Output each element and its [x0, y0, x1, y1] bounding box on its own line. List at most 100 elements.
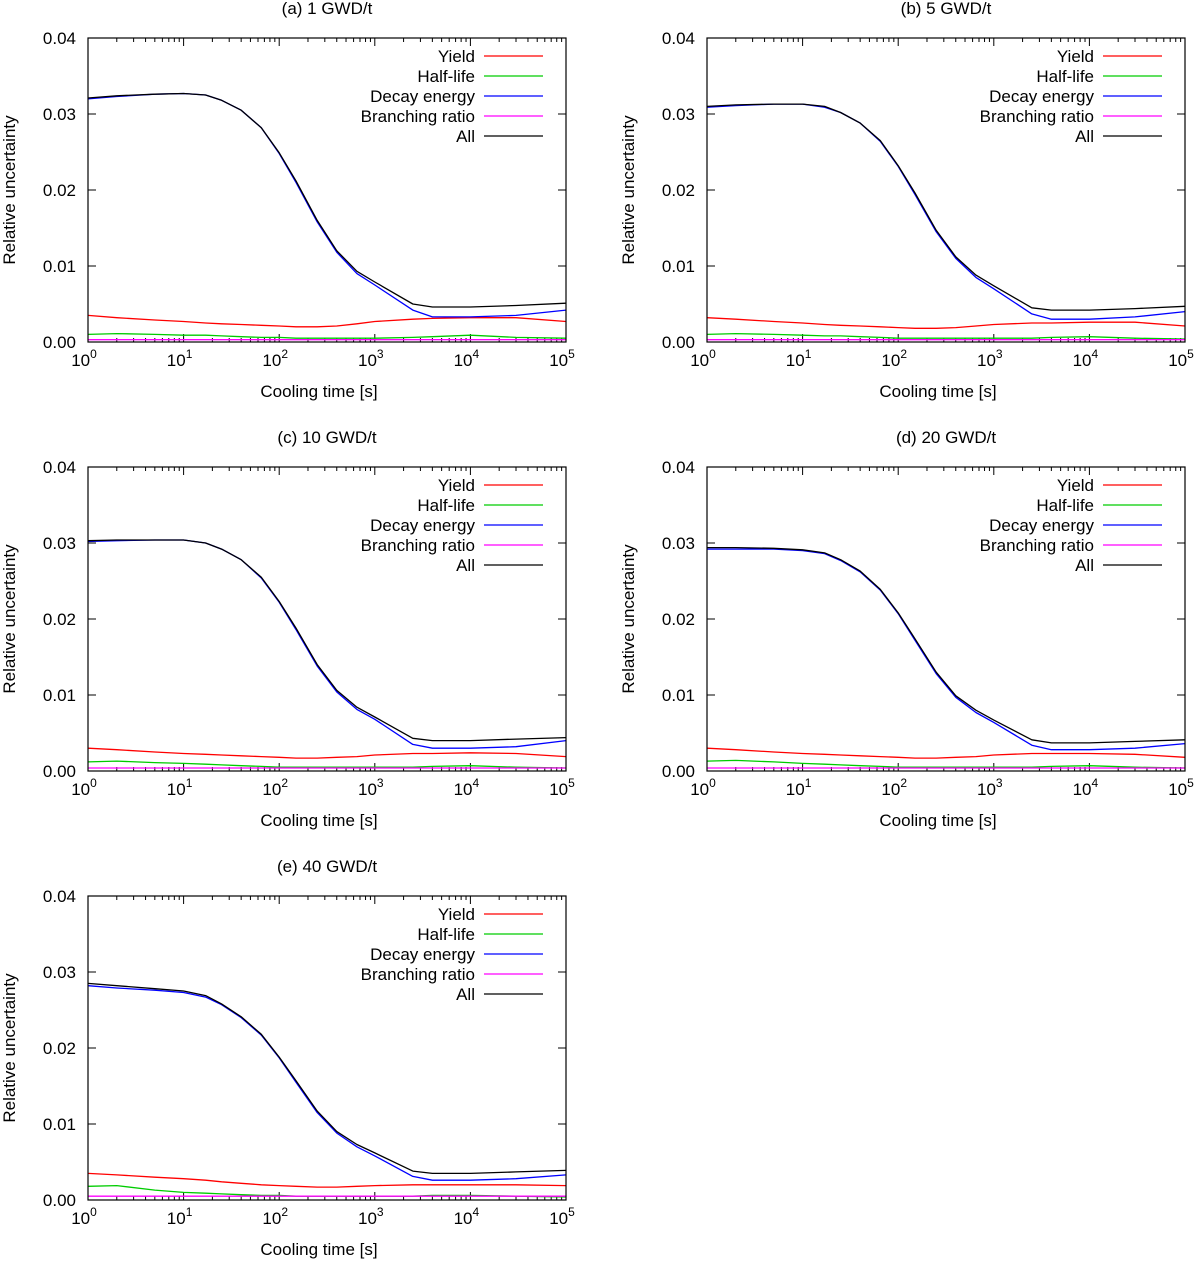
x-tick-exponent: 2	[281, 1205, 288, 1219]
x-tick-exponent: 4	[473, 776, 480, 790]
legend-label-yield: Yield	[1057, 476, 1094, 495]
x-tick-base: 10	[262, 1209, 281, 1228]
y-axis-label: Relative uncertainty	[0, 973, 19, 1123]
x-tick-base: 10	[358, 1209, 377, 1228]
y-tick-label: 0.04	[662, 458, 695, 477]
x-tick-base: 10	[977, 780, 996, 799]
series-line-decay-energy	[87, 539, 567, 749]
x-tick-base: 10	[167, 351, 186, 370]
x-tick-exponent: 3	[377, 776, 384, 790]
x-tick-exponent: 0	[90, 347, 97, 361]
chart-title: (e) 40 GWD/t	[277, 857, 377, 876]
x-tick-label: 100	[690, 347, 716, 370]
x-tick-label: 104	[454, 347, 480, 370]
chart-title: (c) 10 GWD/t	[277, 428, 376, 447]
x-tick-exponent: 1	[805, 776, 812, 790]
x-tick-base: 10	[549, 780, 568, 799]
x-tick-label: 102	[881, 347, 907, 370]
x-tick-label: 102	[262, 347, 288, 370]
x-tick-exponent: 5	[568, 776, 575, 790]
x-tick-label: 102	[881, 776, 907, 799]
x-tick-base: 10	[454, 351, 473, 370]
y-tick-label: 0.02	[662, 610, 695, 629]
x-tick-base: 10	[786, 351, 805, 370]
series-line-all	[706, 103, 1186, 311]
legend-label-all: All	[1075, 127, 1094, 146]
x-tick-base: 10	[454, 1209, 473, 1228]
x-axis-label: Cooling time [s]	[879, 811, 996, 830]
x-tick-label: 105	[549, 347, 575, 370]
x-tick-label: 104	[454, 1205, 480, 1228]
x-tick-exponent: 1	[805, 347, 812, 361]
x-tick-exponent: 5	[1187, 347, 1194, 361]
x-tick-base: 10	[549, 1209, 568, 1228]
x-tick-exponent: 5	[568, 347, 575, 361]
y-axis-label: Relative uncertainty	[619, 115, 638, 265]
series-line-half-life	[87, 332, 567, 339]
x-tick-label: 103	[358, 1205, 384, 1228]
series-line-yield	[87, 314, 567, 328]
series-line-decay-energy	[707, 548, 1186, 751]
x-tick-label: 100	[71, 1205, 97, 1228]
y-axis-label: Relative uncertainty	[0, 115, 19, 265]
y-tick-label: 0.02	[662, 181, 695, 200]
x-tick-label: 103	[977, 347, 1003, 370]
legend-label-half-life: Half-life	[1036, 67, 1094, 86]
y-tick-label: 0.00	[43, 1191, 76, 1210]
y-tick-label: 0.02	[43, 610, 76, 629]
x-tick-base: 10	[358, 780, 377, 799]
x-tick-exponent: 5	[1187, 776, 1194, 790]
legend-label-all: All	[456, 985, 475, 1004]
series-line-decay-energy	[87, 985, 567, 1181]
x-tick-exponent: 0	[90, 776, 97, 790]
y-tick-label: 0.00	[43, 333, 76, 352]
x-tick-label: 100	[71, 347, 97, 370]
legend-label-all: All	[456, 127, 475, 146]
x-tick-label: 103	[358, 347, 384, 370]
y-tick-label: 0.04	[662, 29, 695, 48]
x-tick-label: 104	[1073, 347, 1099, 370]
series-line-yield	[87, 747, 567, 759]
x-tick-label: 104	[1073, 776, 1099, 799]
x-tick-base: 10	[167, 780, 186, 799]
legend-label-half-life: Half-life	[417, 925, 475, 944]
series-line-decay-energy	[87, 92, 567, 318]
legend-label-yield: Yield	[1057, 47, 1094, 66]
x-axis-label: Cooling time [s]	[879, 382, 996, 401]
x-tick-label: 101	[786, 776, 812, 799]
y-tick-label: 0.00	[662, 762, 695, 781]
x-tick-base: 10	[167, 1209, 186, 1228]
x-tick-exponent: 1	[186, 347, 193, 361]
x-tick-exponent: 5	[568, 1205, 575, 1219]
x-tick-base: 10	[1168, 780, 1187, 799]
plot-frame	[87, 466, 567, 772]
y-axis-label: Relative uncertainty	[619, 544, 638, 694]
y-tick-label: 0.04	[43, 887, 76, 906]
x-tick-label: 101	[167, 776, 193, 799]
x-tick-label: 100	[71, 776, 97, 799]
y-tick-label: 0.03	[662, 534, 695, 553]
series-line-all	[87, 539, 567, 742]
legend-label-branching-ratio: Branching ratio	[980, 107, 1094, 126]
x-tick-exponent: 2	[281, 776, 288, 790]
x-tick-label: 104	[454, 776, 480, 799]
x-tick-exponent: 1	[186, 776, 193, 790]
series-line-half-life	[706, 332, 1186, 340]
legend-label-decay-energy: Decay energy	[989, 87, 1094, 106]
x-tick-base: 10	[71, 780, 90, 799]
plot-frame	[87, 895, 567, 1201]
x-tick-exponent: 3	[996, 347, 1003, 361]
legend-label-decay-energy: Decay energy	[370, 87, 475, 106]
legend-label-yield: Yield	[438, 47, 475, 66]
y-tick-label: 0.04	[43, 29, 76, 48]
x-tick-base: 10	[71, 1209, 90, 1228]
x-tick-base: 10	[786, 780, 805, 799]
x-tick-base: 10	[262, 351, 281, 370]
x-tick-label: 102	[262, 1205, 288, 1228]
y-tick-label: 0.01	[43, 686, 76, 705]
x-tick-label: 101	[167, 347, 193, 370]
y-tick-label: 0.01	[662, 686, 695, 705]
series-line-yield	[87, 1172, 567, 1188]
